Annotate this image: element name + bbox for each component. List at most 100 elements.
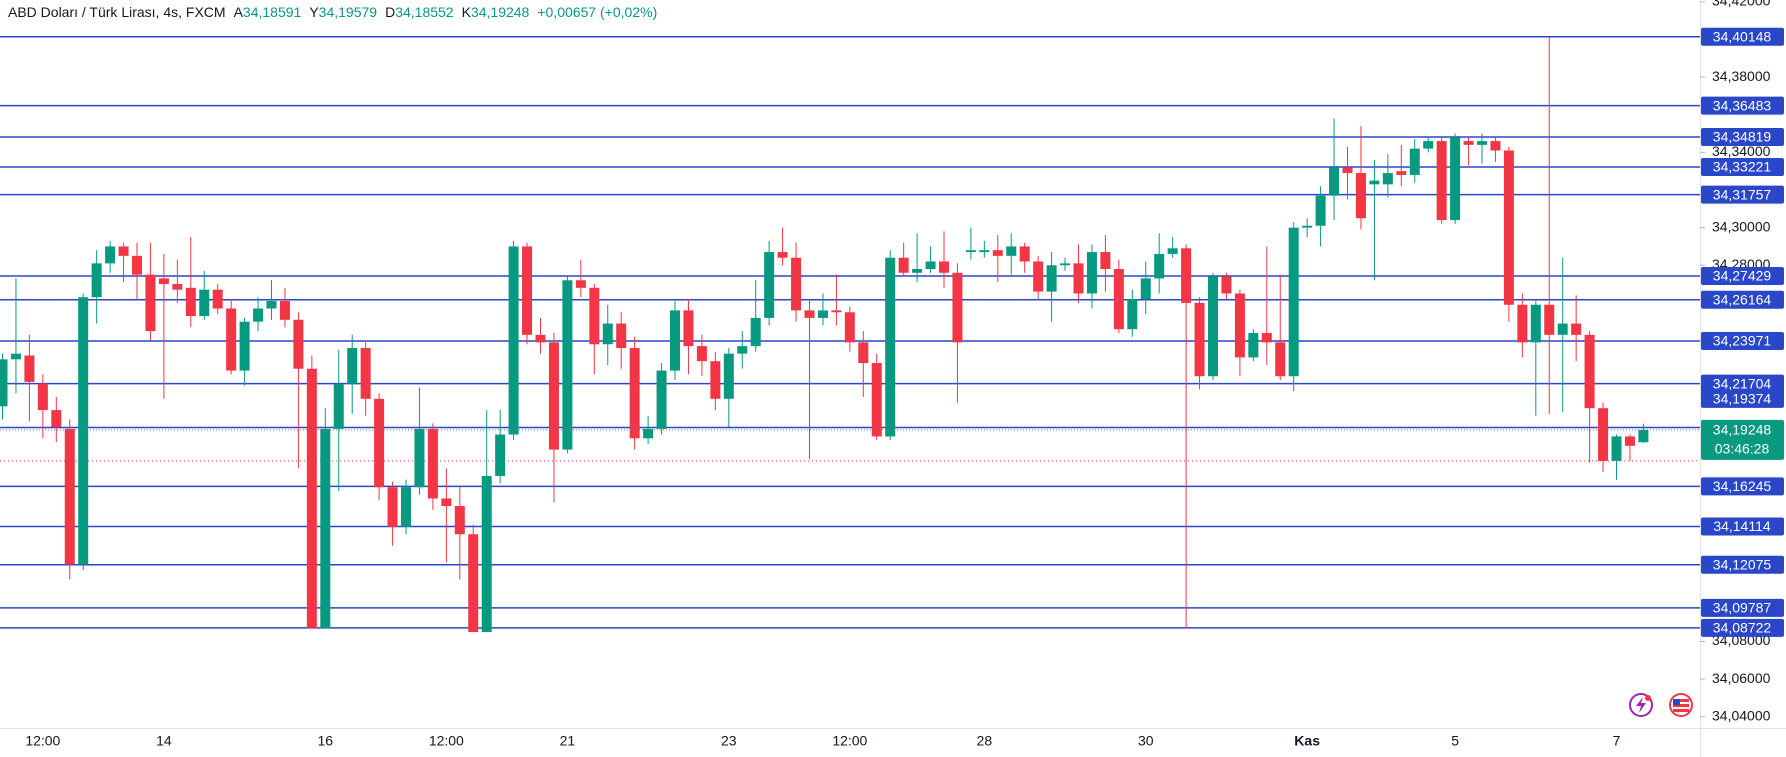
candle-body xyxy=(1033,261,1044,292)
candle-body xyxy=(696,346,707,362)
candle-body xyxy=(347,348,358,384)
candle-body xyxy=(1113,269,1124,330)
candle-body xyxy=(912,269,923,273)
candle-body xyxy=(1423,141,1434,149)
level-label-box xyxy=(1701,185,1784,204)
level-label: 34,09787 xyxy=(1713,600,1772,616)
candle-body xyxy=(616,323,627,349)
x-tick-label: 5 xyxy=(1451,733,1459,749)
level-label-box xyxy=(1701,598,1784,617)
candle-body xyxy=(925,261,936,270)
y-tick-label: 34,38000 xyxy=(1712,68,1771,84)
level-label-box xyxy=(1701,290,1784,309)
candle-body xyxy=(199,289,210,317)
level-label: 34,14114 xyxy=(1713,518,1771,534)
candle-body xyxy=(387,487,398,527)
candle-body xyxy=(1369,180,1380,185)
candle-body xyxy=(1503,150,1514,305)
candle-body xyxy=(1598,408,1609,461)
candle-body xyxy=(1006,246,1017,256)
legend-value: 34,18591 xyxy=(243,4,302,20)
candle-body xyxy=(1302,225,1313,228)
candle-body xyxy=(683,310,694,347)
candle-body xyxy=(1530,304,1541,343)
candle-body xyxy=(414,428,425,488)
plot xyxy=(0,35,1700,633)
candle-body xyxy=(1436,141,1447,221)
candle-body xyxy=(427,428,438,499)
level-label-box xyxy=(1701,332,1784,351)
level-label: 34,34819 xyxy=(1713,129,1772,145)
candle-body xyxy=(1450,137,1461,221)
level-label: 34,19374 xyxy=(1713,391,1772,407)
candle-body xyxy=(1557,323,1568,335)
candle-body xyxy=(24,355,35,382)
candle-body xyxy=(1611,436,1622,461)
candle-body xyxy=(333,383,344,429)
x-tick-label: 23 xyxy=(721,733,737,749)
candle-body xyxy=(939,261,949,273)
candle-body xyxy=(1571,323,1582,335)
candle-body xyxy=(1382,173,1393,185)
level-label: 34,23971 xyxy=(1713,333,1772,349)
legend-value: 34,18552 xyxy=(395,4,454,20)
candle-body xyxy=(91,263,102,298)
candle-body xyxy=(629,348,640,439)
candle-body xyxy=(656,370,667,429)
level-label-box xyxy=(1701,389,1784,408)
candle-body xyxy=(360,348,371,399)
candle-body xyxy=(1288,227,1299,377)
candle-body xyxy=(764,252,775,318)
x-tick-label: 7 xyxy=(1613,733,1621,749)
flag-canton xyxy=(1673,699,1680,705)
candle-body xyxy=(737,346,748,354)
candle-body xyxy=(1221,276,1232,294)
candle-body xyxy=(441,498,452,507)
candle-body xyxy=(239,321,250,371)
x-tick-label: 12:00 xyxy=(25,733,60,749)
candle-body xyxy=(145,274,156,332)
level-label: 34,26164 xyxy=(1713,291,1772,307)
candle-body xyxy=(1329,167,1340,196)
candle-body xyxy=(1624,436,1635,446)
candle-body xyxy=(1154,253,1165,279)
candle-body xyxy=(575,280,586,288)
candle-body xyxy=(952,272,963,343)
legend-title: ABD Doları / Türk Lirası, 4s, FXCM xyxy=(8,4,226,20)
candle-body xyxy=(992,250,1003,256)
level-label-box xyxy=(1701,477,1784,496)
icons[interactable] xyxy=(1629,693,1693,717)
level-label-box xyxy=(1701,266,1784,285)
level-label: 34,12075 xyxy=(1713,557,1772,573)
candle-body xyxy=(10,353,21,360)
candle-body xyxy=(750,317,761,347)
candle-body xyxy=(670,310,680,371)
candle-body xyxy=(1477,141,1487,145)
candle-body xyxy=(723,353,734,399)
candle-body xyxy=(1315,195,1326,226)
y-tick-label: 34,34000 xyxy=(1712,143,1771,159)
candle-body xyxy=(898,257,909,273)
candle-body xyxy=(118,246,129,256)
candle-body xyxy=(266,300,277,309)
candle-body xyxy=(1234,293,1245,358)
candle-body xyxy=(1544,304,1555,335)
legend: ABD Doları / Türk Lirası, 4s, FXCM A34,18… xyxy=(8,4,657,20)
x-tick-label: 30 xyxy=(1138,733,1154,749)
candle-body xyxy=(777,252,788,258)
current-price-box xyxy=(1701,419,1784,460)
candle-body xyxy=(1342,167,1353,174)
candle-body xyxy=(374,398,385,488)
legend-key: A xyxy=(234,4,244,20)
candle-body xyxy=(831,310,842,313)
x-tick-label: 12:00 xyxy=(429,733,464,749)
candle-body xyxy=(306,368,317,629)
alert-dot xyxy=(1645,695,1651,701)
candle-body xyxy=(804,310,815,318)
candle-body xyxy=(562,280,573,450)
level-label: 34,33221 xyxy=(1713,159,1772,175)
y-tick-label: 34,30000 xyxy=(1712,218,1771,234)
candle-body xyxy=(1396,171,1407,175)
candle-body xyxy=(1127,299,1138,330)
y-tick-label: 34,04000 xyxy=(1712,707,1771,723)
